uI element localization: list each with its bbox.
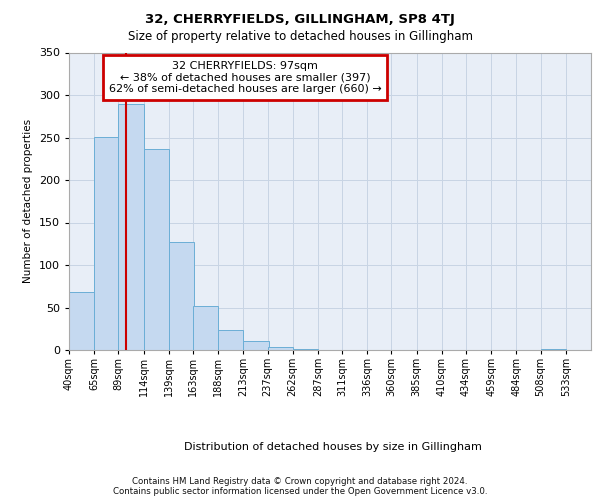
Bar xyxy=(218,330,244,350)
Text: Distribution of detached houses by size in Gillingham: Distribution of detached houses by size … xyxy=(184,442,482,452)
Bar xyxy=(541,349,566,350)
Bar xyxy=(169,242,194,350)
Bar xyxy=(94,136,119,350)
Bar xyxy=(143,150,169,350)
Y-axis label: Number of detached properties: Number of detached properties xyxy=(23,119,33,284)
Bar xyxy=(293,349,318,350)
Text: 32 CHERRYFIELDS: 97sqm
← 38% of detached houses are smaller (397)
62% of semi-de: 32 CHERRYFIELDS: 97sqm ← 38% of detached… xyxy=(109,61,382,94)
Text: Size of property relative to detached houses in Gillingham: Size of property relative to detached ho… xyxy=(128,30,473,43)
Bar xyxy=(244,340,269,350)
Bar xyxy=(69,292,94,350)
Text: Contains HM Land Registry data © Crown copyright and database right 2024.
Contai: Contains HM Land Registry data © Crown c… xyxy=(113,476,487,496)
Text: 32, CHERRYFIELDS, GILLINGHAM, SP8 4TJ: 32, CHERRYFIELDS, GILLINGHAM, SP8 4TJ xyxy=(145,12,455,26)
Bar xyxy=(268,346,293,350)
Bar xyxy=(118,104,143,350)
Bar xyxy=(193,306,218,350)
